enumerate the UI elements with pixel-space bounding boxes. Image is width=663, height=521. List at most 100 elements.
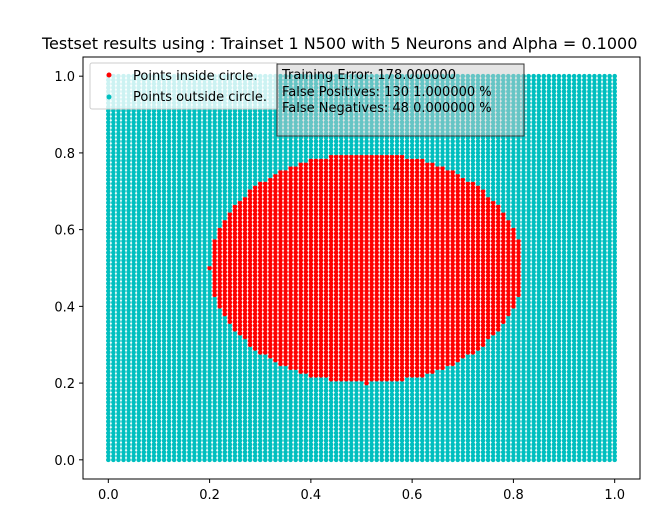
point-outside xyxy=(116,403,121,409)
point-outside xyxy=(111,449,116,455)
point-outside xyxy=(156,258,162,263)
point-outside xyxy=(156,119,162,125)
point-outside xyxy=(136,158,141,163)
point-outside xyxy=(121,415,126,420)
point-outside xyxy=(106,442,111,447)
point-outside xyxy=(136,215,141,221)
point-outside xyxy=(121,319,126,325)
point-outside xyxy=(131,300,136,305)
point-outside xyxy=(106,388,111,394)
point-outside xyxy=(161,330,167,336)
point-outside xyxy=(131,288,136,294)
point-outside xyxy=(126,258,131,263)
point-outside xyxy=(136,453,141,459)
point-outside xyxy=(146,162,152,167)
point-outside xyxy=(106,173,111,179)
point-outside xyxy=(161,438,167,443)
point-outside xyxy=(131,231,136,236)
point-outside xyxy=(161,407,167,413)
point-outside xyxy=(151,142,157,148)
point-outside xyxy=(146,346,152,351)
point-outside xyxy=(121,242,126,248)
point-outside xyxy=(141,342,147,348)
point-outside xyxy=(136,250,141,255)
point-outside xyxy=(141,307,147,313)
point-outside xyxy=(146,281,152,286)
point-outside xyxy=(106,419,111,424)
point-outside xyxy=(161,269,167,275)
point-outside xyxy=(146,438,152,443)
point-outside xyxy=(136,162,141,167)
point-outside xyxy=(146,392,152,397)
point-outside xyxy=(116,142,121,148)
point-outside xyxy=(136,200,141,206)
point-outside xyxy=(111,446,116,451)
point-outside xyxy=(136,281,141,286)
point-outside xyxy=(126,254,131,259)
point-outside xyxy=(116,281,121,286)
point-outside xyxy=(116,165,121,171)
point-outside xyxy=(121,426,126,432)
point-outside xyxy=(116,357,121,363)
point-outside xyxy=(146,223,152,229)
point-outside xyxy=(151,254,157,259)
point-outside xyxy=(121,457,126,463)
point-outside xyxy=(136,327,141,332)
point-outside xyxy=(121,357,126,363)
point-outside xyxy=(116,446,121,451)
point-outside xyxy=(111,223,116,229)
point-outside xyxy=(116,396,121,401)
point-outside xyxy=(156,284,162,290)
point-outside xyxy=(161,135,167,140)
point-outside xyxy=(151,350,157,355)
point-outside xyxy=(151,150,157,156)
point-outside xyxy=(156,173,162,179)
point-outside xyxy=(121,196,126,202)
point-outside xyxy=(131,219,136,225)
point-outside xyxy=(146,449,152,455)
point-outside xyxy=(121,296,126,301)
point-outside xyxy=(151,376,157,382)
point-outside xyxy=(121,142,126,148)
point-outside xyxy=(121,353,126,359)
point-outside xyxy=(106,384,111,390)
point-outside xyxy=(146,196,152,202)
point-outside xyxy=(111,238,116,244)
point-outside xyxy=(156,250,162,255)
point-outside xyxy=(116,453,121,459)
point-outside xyxy=(141,258,147,263)
point-outside xyxy=(121,119,126,125)
point-outside xyxy=(106,407,111,413)
point-outside xyxy=(146,185,152,190)
point-outside xyxy=(141,330,147,336)
point-outside xyxy=(111,116,116,121)
point-outside xyxy=(141,211,147,217)
point-outside xyxy=(161,376,167,382)
point-outside xyxy=(111,188,116,194)
point-outside xyxy=(126,242,131,248)
point-outside xyxy=(136,300,141,305)
point-outside xyxy=(116,116,121,121)
point-outside xyxy=(146,273,152,278)
point-outside xyxy=(131,123,136,129)
point-outside xyxy=(151,319,157,325)
point-outside xyxy=(111,123,116,129)
point-outside xyxy=(121,407,126,413)
point-outside xyxy=(136,165,141,171)
point-outside xyxy=(151,185,157,190)
point-outside xyxy=(106,430,111,436)
point-outside xyxy=(146,258,152,263)
point-outside xyxy=(156,208,162,213)
point-outside xyxy=(141,281,147,286)
point-outside xyxy=(161,181,167,186)
point-outside xyxy=(161,350,167,355)
point-outside xyxy=(141,196,147,202)
point-outside xyxy=(131,304,136,309)
point-outside xyxy=(121,231,126,236)
point-outside xyxy=(111,242,116,248)
point-outside xyxy=(156,142,162,148)
point-outside xyxy=(126,357,131,363)
point-outside xyxy=(121,330,126,336)
point-outside xyxy=(136,380,141,386)
point-outside xyxy=(146,384,152,390)
